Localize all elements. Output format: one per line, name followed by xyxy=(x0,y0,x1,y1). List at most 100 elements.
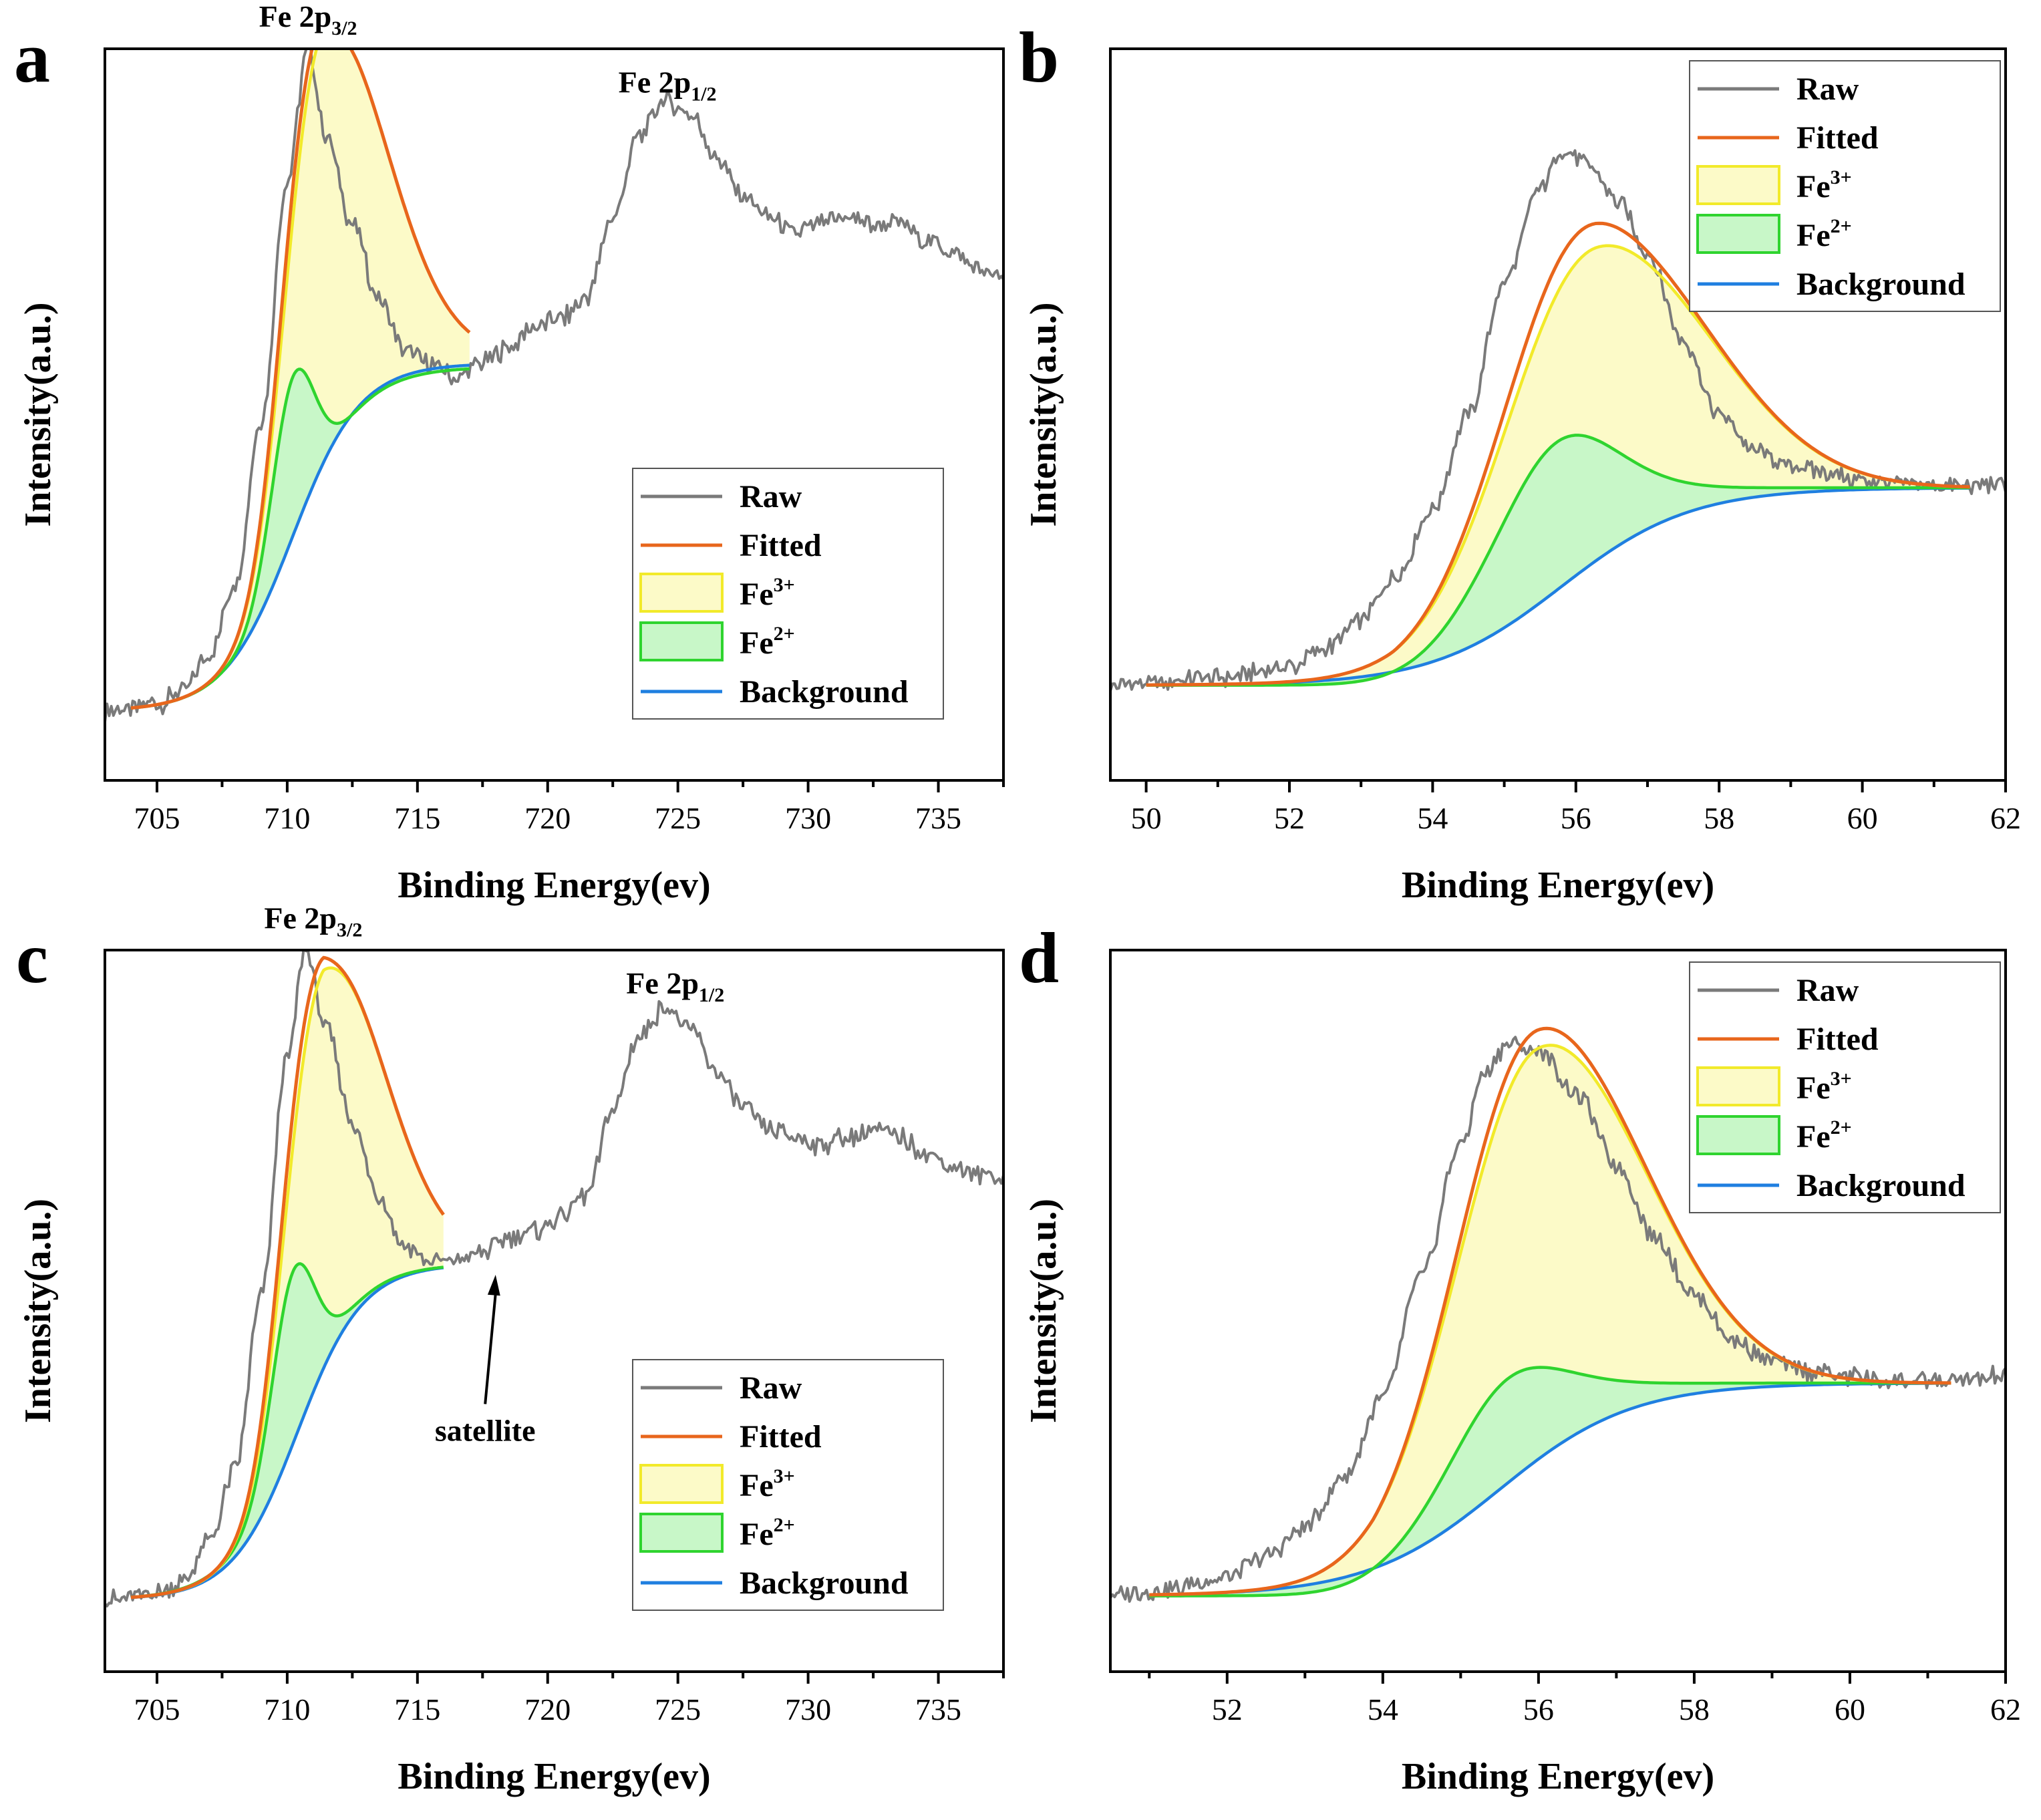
panel-letter: c xyxy=(16,919,48,998)
fe3-fill-area xyxy=(1149,1045,1951,1596)
peak-label-subscript: 1/2 xyxy=(691,84,716,106)
x-tick-label: 54 xyxy=(1368,1692,1398,1726)
legend-label-background: Background xyxy=(740,674,909,710)
fe2-fill-area xyxy=(131,1263,444,1598)
legend-label-superscript: 3+ xyxy=(774,1465,795,1487)
x-axis-label: Binding Energy(ev) xyxy=(1402,1756,1714,1797)
satellite-arrow-shaft xyxy=(484,1293,497,1404)
y-axis-label: Intensity(a.u.) xyxy=(1023,302,1064,526)
legend-label-text: Background xyxy=(1796,267,1966,302)
legend-label-raw: Raw xyxy=(740,479,802,514)
fe2-fill-area xyxy=(1149,1367,1951,1596)
peak-label-main: Fe 2p xyxy=(264,901,337,935)
legend-label-background: Background xyxy=(740,1565,909,1601)
plot-area xyxy=(105,49,1003,722)
y-axis-label: Intensity(a.u.) xyxy=(17,1199,59,1423)
legend-label-text: Fe xyxy=(1796,218,1831,253)
legend-label-text: Fitted xyxy=(740,528,822,563)
legend-label-raw: Raw xyxy=(740,1370,802,1406)
legend-label-raw: Raw xyxy=(1796,71,1859,107)
legend-label-text: Raw xyxy=(1796,71,1859,107)
legend-label-fe3: Fe3+ xyxy=(1796,166,1852,204)
fitted-series-line xyxy=(130,955,445,1600)
legend-label-text: Fe xyxy=(1796,1119,1831,1155)
peak-label-main: satellite xyxy=(435,1413,536,1447)
legend-label-text: Background xyxy=(740,1565,909,1601)
legend-label-fe3: Fe3+ xyxy=(1796,1068,1852,1106)
x-axis-label: Binding Energy(ev) xyxy=(398,865,710,906)
x-tick-label: 56 xyxy=(1561,801,1591,835)
fe3-fill-area xyxy=(131,49,470,708)
panel-letter: a xyxy=(14,18,50,98)
axes-frame xyxy=(104,949,1005,1673)
x-tick-label: 735 xyxy=(915,801,961,835)
panel-c: 705 710 715 720 725 730 735 Binding Energy(ev) I… xyxy=(16,901,1005,1797)
x-tick-label: 710 xyxy=(264,1692,310,1726)
y-axis-label: Intensity(a.u.) xyxy=(1023,1199,1064,1423)
legend-label-fe2: Fe2+ xyxy=(1796,1116,1852,1155)
panel-d: 52 54 56 58 60 62 Binding Energy(ev) Intensity(… xyxy=(1019,919,2021,1797)
legend-label-fitted: Fitted xyxy=(740,528,822,563)
background-series-line xyxy=(1149,1382,1951,1597)
x-tick-label: 56 xyxy=(1523,1692,1554,1726)
x-tick-label: 58 xyxy=(1704,801,1734,835)
legend-swatch-fe2 xyxy=(1696,214,1780,254)
x-tick-label: 52 xyxy=(1274,801,1305,835)
legend-label-text: Raw xyxy=(1796,973,1859,1008)
legend-swatch-fe3 xyxy=(639,573,724,613)
plot-area xyxy=(105,950,1003,1608)
legend-label-superscript: 3+ xyxy=(1831,1068,1852,1090)
satellite-label: satellite xyxy=(435,1413,536,1447)
peak-label: Fe 2p3/2 xyxy=(264,901,362,941)
raw-series-line xyxy=(105,49,1003,722)
x-tick-label: 62 xyxy=(1990,801,2021,835)
legend-label-background: Background xyxy=(1796,1168,1966,1203)
raw-series-line xyxy=(1110,1036,2006,1603)
legend-label-fe2: Fe2+ xyxy=(1796,215,1852,253)
legend-label-fe3: Fe3+ xyxy=(740,1465,795,1503)
legend-label-text: Background xyxy=(740,674,909,710)
legend-label-raw: Raw xyxy=(1796,973,1859,1008)
x-tick-label: 730 xyxy=(785,801,831,835)
legend-label-text: Fe xyxy=(740,577,774,612)
peak-label-subscript: 1/2 xyxy=(699,984,724,1006)
peak-label-main: Fe 2p xyxy=(619,65,691,100)
x-tick-label: 720 xyxy=(524,1692,571,1726)
peak-label-main: Fe 2p xyxy=(626,966,699,1000)
x-tick-label: 735 xyxy=(915,1692,961,1726)
legend-label-text: Raw xyxy=(740,479,802,514)
legend-swatch-fe2 xyxy=(1696,1115,1780,1155)
peak-label: Fe 2p1/2 xyxy=(626,966,724,1006)
fitted-series-line xyxy=(1146,221,1970,687)
peak-label-subscript: 3/2 xyxy=(337,919,362,941)
satellite-arrow-head xyxy=(487,1275,500,1296)
legend-swatch-fe2 xyxy=(639,1513,724,1553)
legend-label-fe3: Fe3+ xyxy=(740,574,795,612)
x-tick-label: 730 xyxy=(785,1692,831,1726)
fitted-series-line xyxy=(130,49,471,710)
x-tick-label: 715 xyxy=(394,1692,440,1726)
plot-area xyxy=(1110,149,2006,692)
fitted-series-line xyxy=(1149,1026,1951,1597)
panel-letter: b xyxy=(1019,18,1059,98)
legend-label-superscript: 3+ xyxy=(1831,166,1852,188)
fe2-series-line xyxy=(1146,434,1970,687)
legend-label-fitted: Fitted xyxy=(740,1419,822,1455)
x-tick-label: 720 xyxy=(524,801,571,835)
legend-label-text: Fe xyxy=(1796,169,1831,204)
peak-label-subscript: 3/2 xyxy=(331,17,357,39)
legend-label-text: Fe xyxy=(740,1517,774,1552)
fe2-fill-area xyxy=(131,365,470,708)
peak-label-main: Fe 2p xyxy=(259,0,332,33)
axes-frame xyxy=(1109,47,2007,782)
legend-label-superscript: 2+ xyxy=(1831,215,1852,237)
legend-label-superscript: 2+ xyxy=(1831,1116,1852,1139)
axes-frame xyxy=(1109,949,2007,1673)
panel-a: 705 710 715 720 725 730 735 Binding Energy(ev) I… xyxy=(14,0,1005,906)
legend-label-text: Fitted xyxy=(1796,120,1879,156)
raw-series-line xyxy=(1110,149,2006,692)
x-tick-label: 50 xyxy=(1131,801,1162,835)
